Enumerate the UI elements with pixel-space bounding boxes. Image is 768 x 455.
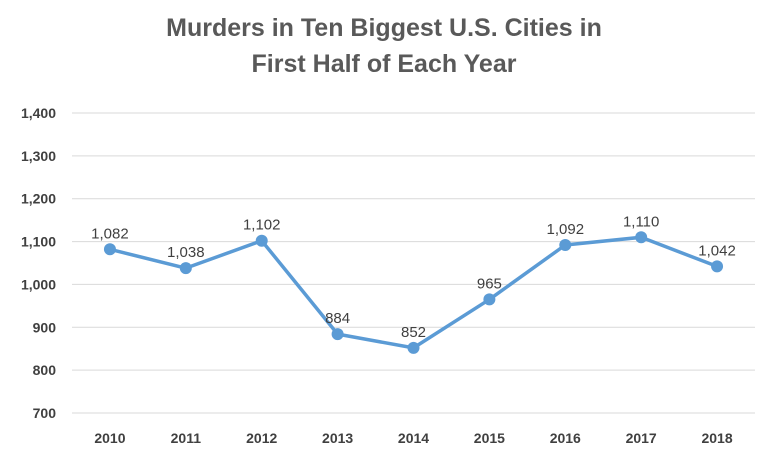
- series-murders: [103, 231, 724, 354]
- y-tick-label: 1,400: [21, 105, 56, 121]
- x-tick-label: 2017: [626, 430, 657, 446]
- x-tick-label: 2018: [701, 430, 732, 446]
- x-tick-label: 2016: [550, 430, 581, 446]
- data-point: [483, 293, 496, 306]
- y-tick-label: 1,300: [21, 148, 56, 164]
- data-point: [179, 262, 192, 275]
- data-point: [331, 328, 344, 341]
- x-tick-label: 2011: [171, 430, 202, 446]
- data-label: 965: [477, 275, 502, 292]
- data-point: [103, 243, 116, 256]
- data-label: 884: [325, 310, 350, 327]
- data-point: [711, 260, 724, 273]
- data-point: [255, 234, 268, 247]
- x-axis-ticks: 2010 2011 2012 2013 2014 2015 2016 2017 2018: [94, 430, 732, 446]
- data-label: 1,042: [698, 242, 736, 259]
- chart-title-line-2: First Half of Each Year: [251, 50, 517, 78]
- x-tick-label: 2012: [246, 430, 277, 446]
- x-tick-label: 2013: [322, 430, 353, 446]
- y-tick-label: 800: [33, 362, 57, 378]
- x-tick-label: 2015: [474, 430, 505, 446]
- gridlines: [72, 112, 755, 414]
- data-label: 852: [401, 324, 426, 341]
- x-tick-label: 2014: [398, 430, 429, 446]
- data-labels: 1,082 1,038 1,102 884 852 965 1,092 1,110 1,042: [91, 213, 736, 341]
- data-point: [407, 341, 420, 354]
- data-label: 1,092: [547, 221, 585, 238]
- y-axis-ticks: 700 800 900 1,000 1,100 1,200 1,300 1,400: [21, 105, 56, 421]
- data-label: 1,110: [623, 213, 659, 230]
- data-label: 1,102: [243, 217, 281, 234]
- data-point: [635, 231, 648, 244]
- y-tick-label: 900: [33, 319, 57, 335]
- chart-title-line-1: Murders in Ten Biggest U.S. Cities in: [166, 14, 602, 42]
- y-tick-label: 700: [33, 405, 57, 421]
- data-label: 1,038: [167, 244, 205, 261]
- y-tick-label: 1,000: [21, 276, 56, 292]
- y-tick-label: 1,200: [21, 191, 56, 207]
- data-label: 1,082: [91, 225, 129, 242]
- y-tick-label: 1,100: [21, 234, 56, 250]
- data-point: [559, 239, 572, 251]
- x-tick-label: 2010: [94, 430, 125, 446]
